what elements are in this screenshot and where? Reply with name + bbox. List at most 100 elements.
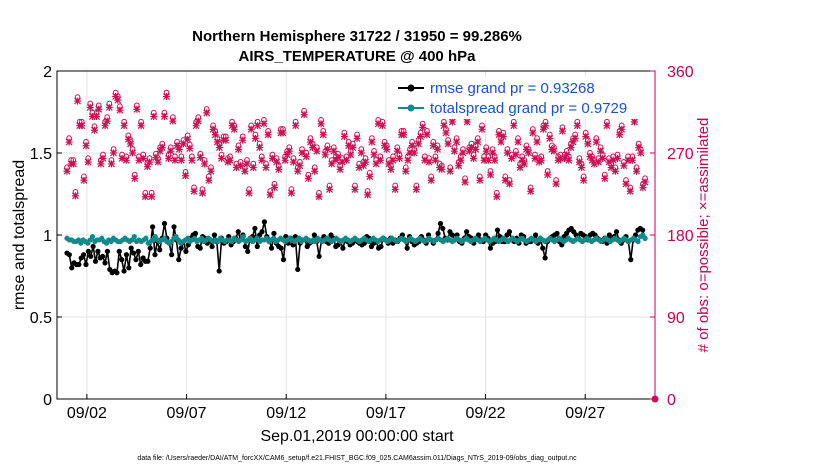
obs-count-marker [349, 140, 357, 152]
series-point-0 [88, 253, 94, 259]
obs-count-marker [154, 155, 162, 166]
obs-count-marker [395, 151, 403, 162]
obs-assimilated-marker [283, 151, 291, 159]
obs-assimilated-marker [203, 109, 211, 117]
obs-assimilated-marker [207, 167, 215, 175]
obs-assimilated-marker [421, 156, 429, 164]
obs-assimilated-marker [628, 156, 636, 164]
obs-count-marker [584, 137, 592, 148]
obs-count-marker [133, 102, 141, 113]
obs-assimilated-marker [338, 158, 346, 166]
obs-assimilated-marker [476, 176, 484, 184]
obs-count-marker [510, 118, 518, 130]
obs-count-marker [275, 162, 283, 173]
obs-assimilated-marker [190, 187, 198, 195]
obs-count-marker [110, 146, 118, 157]
obs-assimilated-marker [597, 147, 605, 155]
obs-assimilated-marker [376, 156, 384, 164]
series-point-0 [145, 258, 151, 264]
obs-count-marker [429, 138, 437, 150]
obs-count-marker [427, 173, 435, 184]
obs-assimilated-marker [472, 145, 480, 153]
obs-count-marker [186, 141, 194, 152]
obs-count-marker [150, 109, 158, 121]
obs-count-marker [311, 164, 319, 175]
obs-assimilated-marker [372, 160, 380, 168]
obs-count-marker [484, 153, 492, 164]
obs-assimilated-marker [88, 113, 96, 121]
obs-assimilated-marker [260, 120, 268, 128]
obs-assimilated-marker [569, 138, 577, 146]
obs-count-marker [565, 153, 573, 164]
x-tick-label: 09/17 [366, 405, 406, 422]
series-point-1 [240, 234, 247, 240]
obs-count-marker [499, 129, 507, 141]
obs-assimilated-marker [614, 154, 622, 162]
obs-count-marker [410, 146, 418, 157]
obs-count-marker [442, 126, 450, 137]
obs-assimilated-marker [234, 145, 242, 153]
obs-assimilated-marker [362, 158, 370, 166]
obs-count-marker [122, 153, 130, 164]
obs-assimilated-marker [465, 147, 473, 155]
obs-count-marker [158, 140, 166, 152]
obs-assimilated-marker [160, 113, 168, 121]
obs-assimilated-marker [167, 147, 175, 155]
obs-count-marker [287, 186, 295, 197]
obs-assimilated-marker [345, 142, 353, 150]
obs-assimilated-marker [196, 154, 204, 162]
obs-count-marker [482, 144, 490, 155]
obs-assimilated-marker [542, 122, 550, 130]
obs-assimilated-marker [328, 160, 336, 168]
obs-count-marker [268, 151, 276, 162]
obs-assimilated-marker [198, 189, 206, 197]
obs-count-marker [285, 144, 293, 155]
series-point-0 [130, 250, 137, 256]
obs-count-marker [512, 148, 520, 159]
obs-assimilated-marker [539, 125, 547, 133]
obs-assimilated-marker [247, 125, 255, 133]
obs-count-marker [194, 114, 202, 125]
obs-assimilated-marker [97, 160, 105, 168]
series-point-0 [92, 258, 99, 264]
obs-count-marker [340, 129, 348, 141]
obs-count-marker [546, 131, 554, 142]
series-point-0 [133, 257, 139, 263]
obs-count-marker [544, 168, 552, 179]
obs-assimilated-marker [520, 160, 528, 168]
series-point-0 [235, 229, 241, 235]
series-point-0 [316, 253, 322, 259]
series-point-0 [197, 245, 203, 251]
obs-count-marker [304, 171, 312, 183]
obs-count-marker [90, 123, 98, 134]
series-point-1 [635, 238, 641, 245]
obs-assimilated-marker [482, 147, 490, 155]
obs-count-marker [309, 140, 317, 152]
obs-assimilated-marker [110, 149, 118, 157]
obs-assimilated-marker [461, 178, 469, 186]
obs-count-marker [520, 157, 528, 168]
obs-count-marker [533, 135, 541, 146]
obs-count-marker [529, 126, 537, 137]
obs-count-marker [400, 127, 408, 139]
series-point-0 [628, 257, 634, 263]
y-tick-label: 1 [43, 228, 52, 245]
obs-assimilated-marker [347, 151, 355, 159]
series-point-0 [176, 257, 182, 263]
obs-count-marker [84, 155, 92, 166]
obs-count-marker [243, 157, 251, 168]
series-point-0 [449, 232, 455, 238]
obs-assimilated-marker [603, 122, 611, 130]
obs-assimilated-marker [268, 154, 276, 162]
y2-tick-label: 180 [667, 228, 694, 245]
series-point-0 [245, 248, 251, 254]
obs-count-marker [491, 153, 499, 164]
obs-count-marker [573, 118, 581, 130]
obs-assimilated-marker [417, 133, 425, 141]
obs-assimilated-marker [281, 156, 289, 164]
obs-count-marker [431, 153, 439, 164]
obs-assimilated-marker [525, 149, 533, 157]
obs-assimilated-marker [552, 180, 560, 188]
obs-assimilated-marker [599, 154, 607, 162]
obs-assimilated-marker [453, 138, 461, 146]
